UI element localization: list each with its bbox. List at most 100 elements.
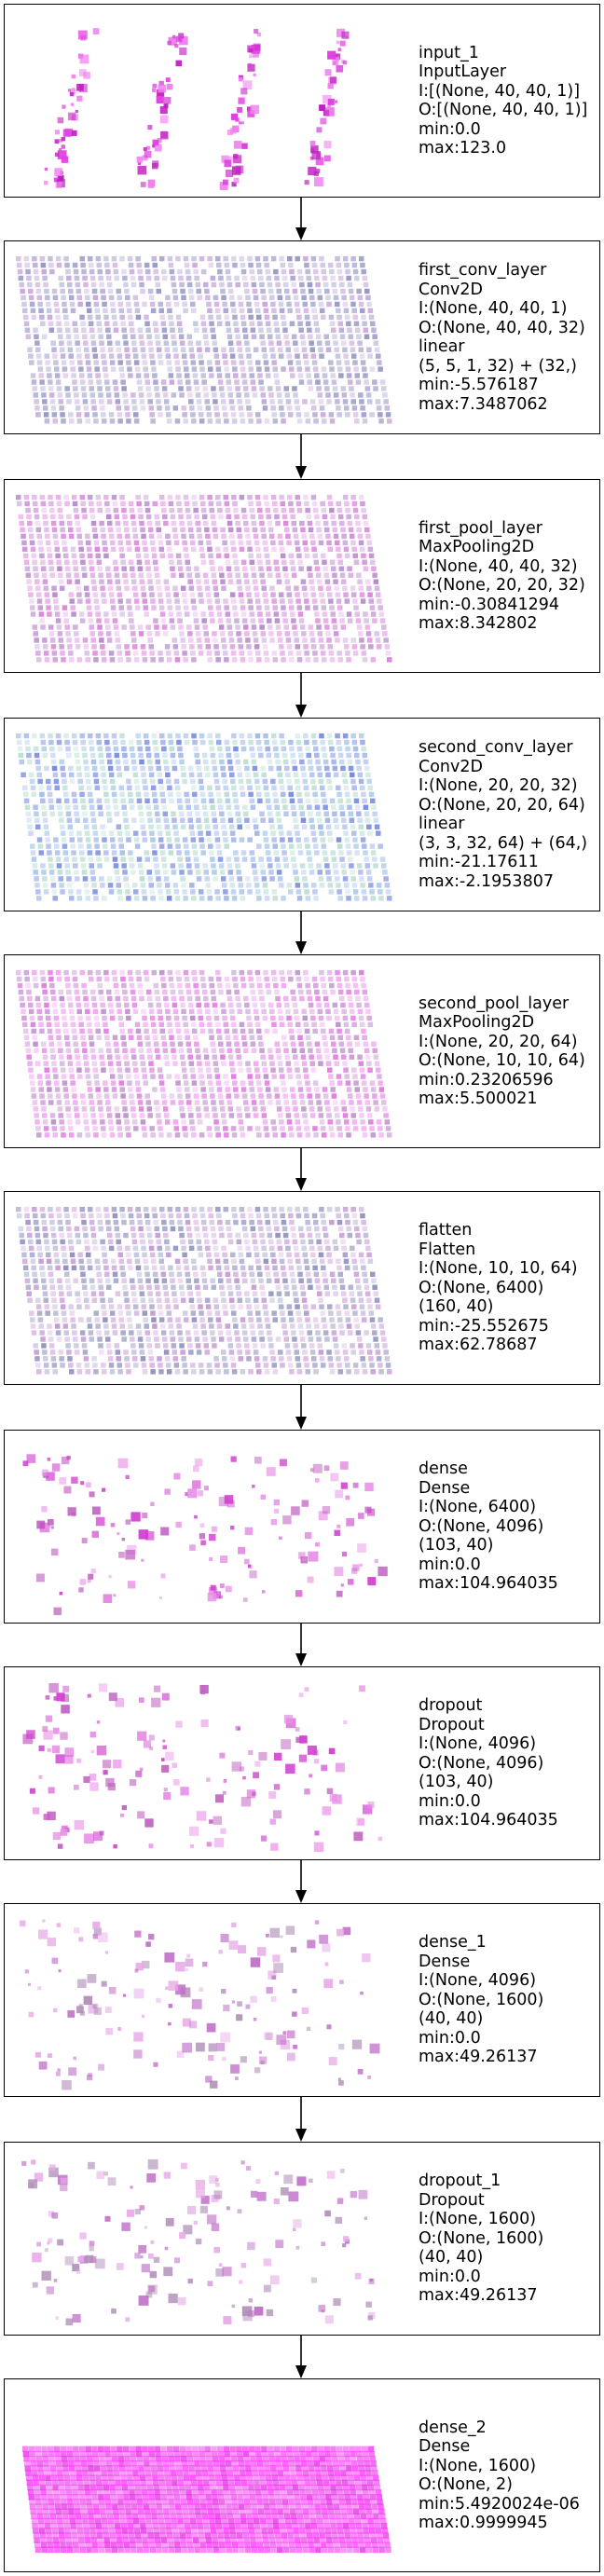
activation-cell — [70, 308, 76, 314]
activation-cell — [116, 644, 121, 650]
activation-cell — [32, 1100, 38, 1105]
activation-cell — [96, 618, 102, 623]
activation-cell — [295, 1310, 301, 1316]
activation-cell — [58, 876, 63, 882]
activation-cell — [57, 631, 63, 637]
activation-cell — [268, 1048, 273, 1053]
activation-cell — [305, 1369, 311, 1375]
activation-cell — [130, 1343, 136, 1349]
activation-cell — [140, 883, 146, 888]
activation-cell — [99, 399, 104, 404]
activation-cell — [121, 507, 127, 514]
activation-cell — [78, 843, 84, 849]
activation-cell — [353, 843, 359, 849]
activation-cell — [338, 1041, 345, 1047]
activation-cell — [125, 1008, 130, 1015]
activation-cell — [101, 830, 106, 836]
activation-cell — [336, 553, 342, 559]
activation-cell — [185, 1330, 191, 1336]
activation-cell — [157, 772, 162, 778]
activation-cell — [309, 1113, 316, 1118]
activation-cell — [126, 301, 131, 308]
flow-arrow — [292, 434, 310, 479]
layer-detail: I:[(None, 40, 40, 1)] — [419, 81, 581, 101]
activation-cell — [39, 379, 45, 385]
activation-cell — [79, 314, 85, 321]
activation-cell — [61, 1008, 66, 1015]
activation-cell — [336, 791, 342, 798]
activation-cell — [224, 1132, 229, 1138]
activation-cell — [207, 308, 213, 314]
activation-cell — [41, 1048, 48, 1053]
activation-cell — [371, 1041, 377, 1047]
activation-cell — [281, 268, 287, 275]
activation-cell — [155, 392, 160, 398]
activation-cell — [250, 327, 256, 333]
activation-cell — [239, 546, 245, 553]
activation-cell — [187, 340, 193, 346]
activation-cell — [101, 1008, 106, 1015]
activation-cell — [166, 778, 172, 785]
activation-cell — [137, 1041, 144, 1047]
activation-cell — [342, 1350, 349, 1355]
activation-cell — [75, 1054, 80, 1060]
activation-cell — [371, 566, 377, 571]
activation-cell — [345, 843, 351, 849]
activation-cell — [159, 106, 168, 115]
activation-cell — [256, 791, 262, 798]
activation-cell — [90, 281, 97, 288]
activation-cell — [43, 1119, 48, 1125]
activation-cell — [198, 540, 204, 546]
activation-cell — [74, 811, 79, 816]
activation-cell — [195, 281, 200, 288]
activation-cell — [350, 1350, 356, 1355]
activation-cell — [66, 275, 72, 281]
activation-cell — [363, 520, 369, 527]
activation-cell — [216, 739, 222, 746]
activation-cell — [333, 631, 339, 637]
activation-cell — [49, 1284, 55, 1290]
activation-cell — [229, 592, 236, 597]
activation-cell — [163, 759, 169, 765]
activation-cell — [347, 327, 352, 333]
activation-cell — [56, 976, 62, 982]
activation-cell — [359, 876, 364, 882]
activation-cell — [76, 1061, 81, 1066]
activation-cell — [193, 856, 199, 862]
activation-cell — [317, 870, 323, 875]
activation-cell — [366, 1015, 372, 1021]
activation-cell — [209, 373, 214, 378]
activation-cell — [361, 982, 366, 989]
activation-cell — [152, 850, 158, 856]
activation-cell — [229, 1356, 236, 1362]
activation-cell — [260, 631, 266, 637]
activation-cell — [165, 1304, 172, 1309]
activation-cell — [351, 1021, 357, 1028]
activation-cell — [124, 1297, 130, 1303]
activation-cell — [342, 1015, 349, 1021]
activation-cell — [204, 399, 210, 404]
activation-cell — [280, 1363, 285, 1368]
activation-cell — [62, 373, 69, 378]
activation-cell — [372, 379, 378, 385]
activation-cell — [115, 579, 121, 584]
activation-cell — [203, 759, 209, 765]
activation-cell — [195, 995, 200, 1002]
activation-cell — [48, 1278, 55, 1283]
activation-cell — [268, 811, 273, 816]
activation-cell — [116, 1119, 121, 1125]
activation-cell — [213, 592, 220, 597]
activation-cell — [321, 1317, 327, 1322]
activation-cell — [267, 759, 273, 765]
activation-cell — [88, 856, 94, 862]
activation-cell — [159, 969, 165, 976]
activation-cell — [152, 559, 158, 566]
activation-cell — [195, 520, 200, 527]
activation-cell — [249, 798, 254, 804]
activation-cell — [199, 785, 205, 791]
activation-cell — [210, 327, 215, 333]
activation-cell — [52, 896, 58, 901]
activation-cell — [131, 637, 137, 643]
activation-cell — [31, 314, 36, 321]
activation-cell — [260, 765, 266, 772]
